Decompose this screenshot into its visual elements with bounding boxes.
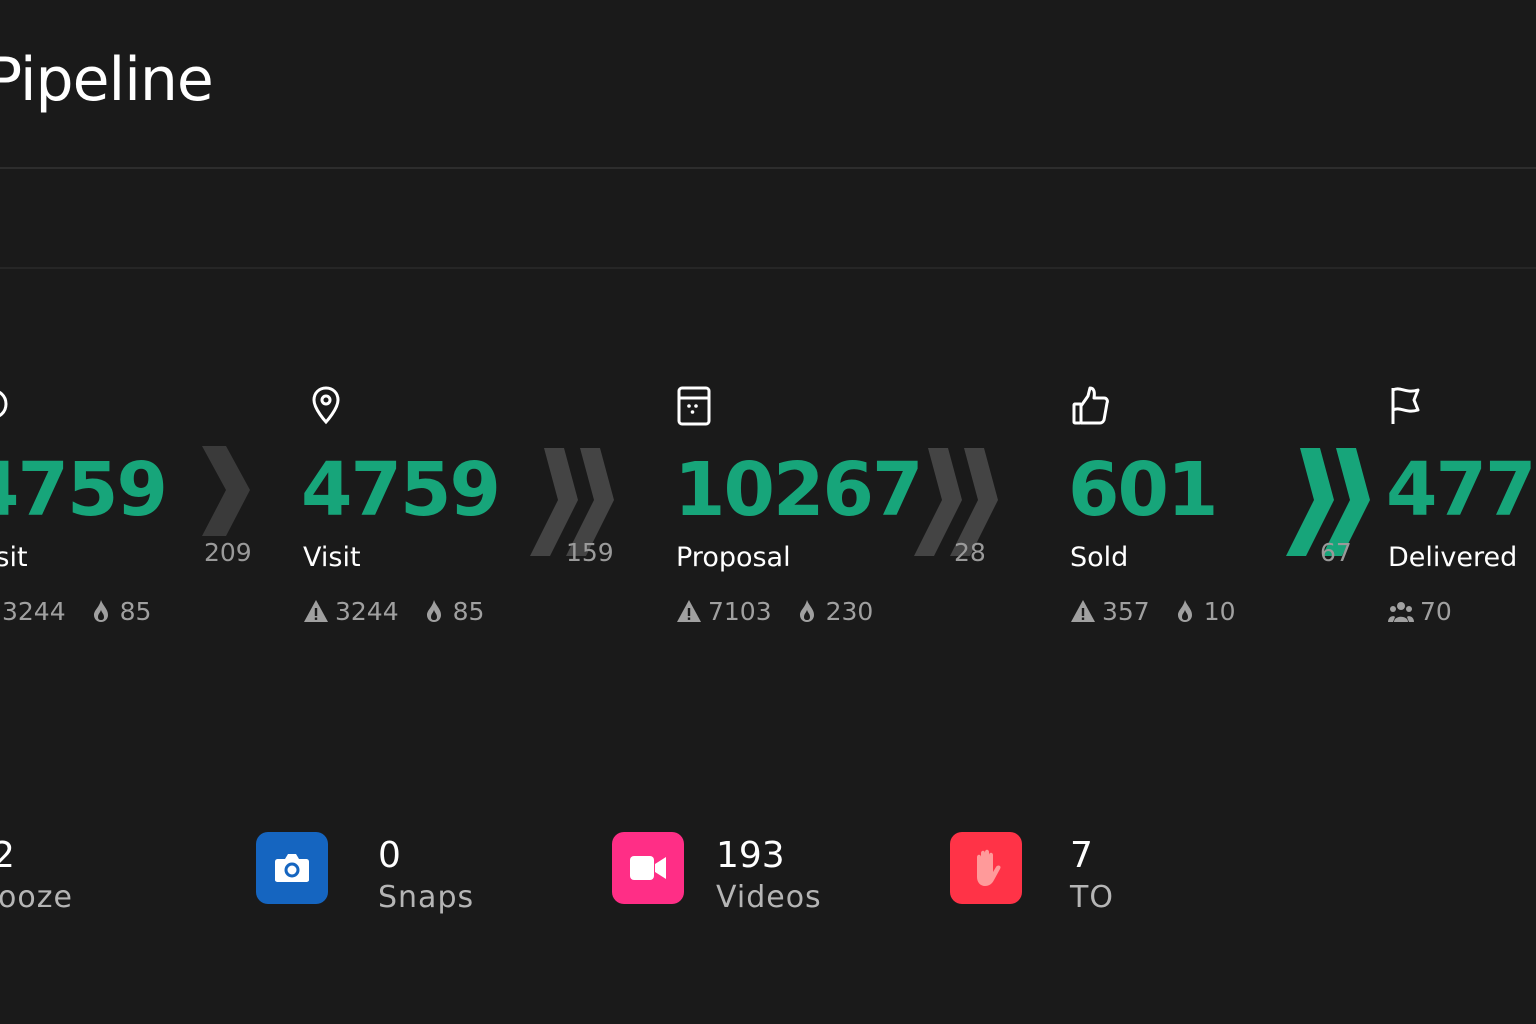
- stat-value: 7: [1070, 835, 1093, 876]
- stage-label: Visit: [303, 542, 361, 573]
- warning-icon: [1071, 600, 1095, 622]
- flame-icon: [426, 600, 441, 622]
- stat-label: Videos: [716, 880, 822, 915]
- conversion-count: 209: [204, 538, 252, 567]
- stage-delivered-group-count: 70: [1420, 596, 1452, 626]
- chevron-right-icon: [202, 446, 250, 536]
- warning-icon: [304, 600, 328, 622]
- snaps-tile: [256, 832, 328, 904]
- stage-flame-count: 230: [825, 596, 874, 626]
- video-camera-icon: [630, 856, 666, 880]
- double-chevron-right-icon: [1286, 448, 1370, 556]
- flame-icon: [1177, 600, 1192, 622]
- stage-warning-count: 3244: [335, 596, 399, 626]
- flame-icon: [799, 600, 814, 622]
- conversion-count: 28: [954, 538, 986, 567]
- warning-icon: [677, 600, 701, 622]
- stage-meta: 70: [1388, 594, 1452, 628]
- page-title: Pipeline: [0, 45, 214, 115]
- stage-label: Proposal: [676, 542, 791, 573]
- stage-label: Visit: [0, 542, 28, 573]
- stage-label: Delivered: [1388, 542, 1518, 573]
- stage-count: 10267: [674, 447, 923, 533]
- toolbar-divider: [0, 267, 1536, 269]
- flag-icon: [1391, 387, 1420, 424]
- stat-label: TO: [1070, 880, 1114, 915]
- stat-label: ooze: [0, 880, 73, 915]
- stage-warning-count: 3244: [2, 596, 66, 626]
- double-chevron-right-icon: [914, 448, 998, 556]
- flame-icon: [93, 600, 108, 622]
- stat-label: Snaps: [378, 880, 475, 915]
- stage-count: 4759: [301, 447, 501, 533]
- stage-meta: 3244 85: [0, 594, 151, 628]
- stat-value: 193: [716, 835, 785, 876]
- stage-flame-count: 85: [452, 596, 485, 626]
- stage-count: 601: [1068, 447, 1218, 533]
- to-tile: [950, 832, 1022, 904]
- group-icon: [1388, 602, 1414, 622]
- thumbs-up-icon: [1072, 386, 1109, 425]
- stage-label: Sold: [1070, 542, 1129, 573]
- stage-meta: 357 10: [1070, 594, 1236, 628]
- stage-flame-count: 10: [1203, 596, 1236, 626]
- stage-warning-count: 7103: [708, 596, 772, 626]
- videos-tile: [612, 832, 684, 904]
- double-chevron-right-icon: [530, 448, 614, 556]
- camera-icon: [275, 854, 309, 882]
- map-pin-icon: [312, 386, 340, 425]
- stage-meta: 3244 85: [303, 594, 484, 628]
- stage-count: 4759: [0, 447, 168, 533]
- stage-warning-count: 357: [1102, 596, 1150, 626]
- header-divider: [0, 167, 1536, 169]
- stat-value: 2: [0, 835, 15, 876]
- calculator-icon: [677, 386, 711, 426]
- stage-flame-count: 85: [119, 596, 152, 626]
- stat-value: 0: [378, 835, 401, 876]
- conversion-count: 159: [566, 538, 614, 567]
- conversion-count: 67: [1320, 538, 1352, 567]
- chat-bubble-icon: [0, 390, 8, 418]
- raised-hand-icon: [977, 849, 1001, 886]
- stage-count: 477: [1386, 447, 1536, 533]
- stage-meta: 7103 230: [676, 594, 873, 628]
